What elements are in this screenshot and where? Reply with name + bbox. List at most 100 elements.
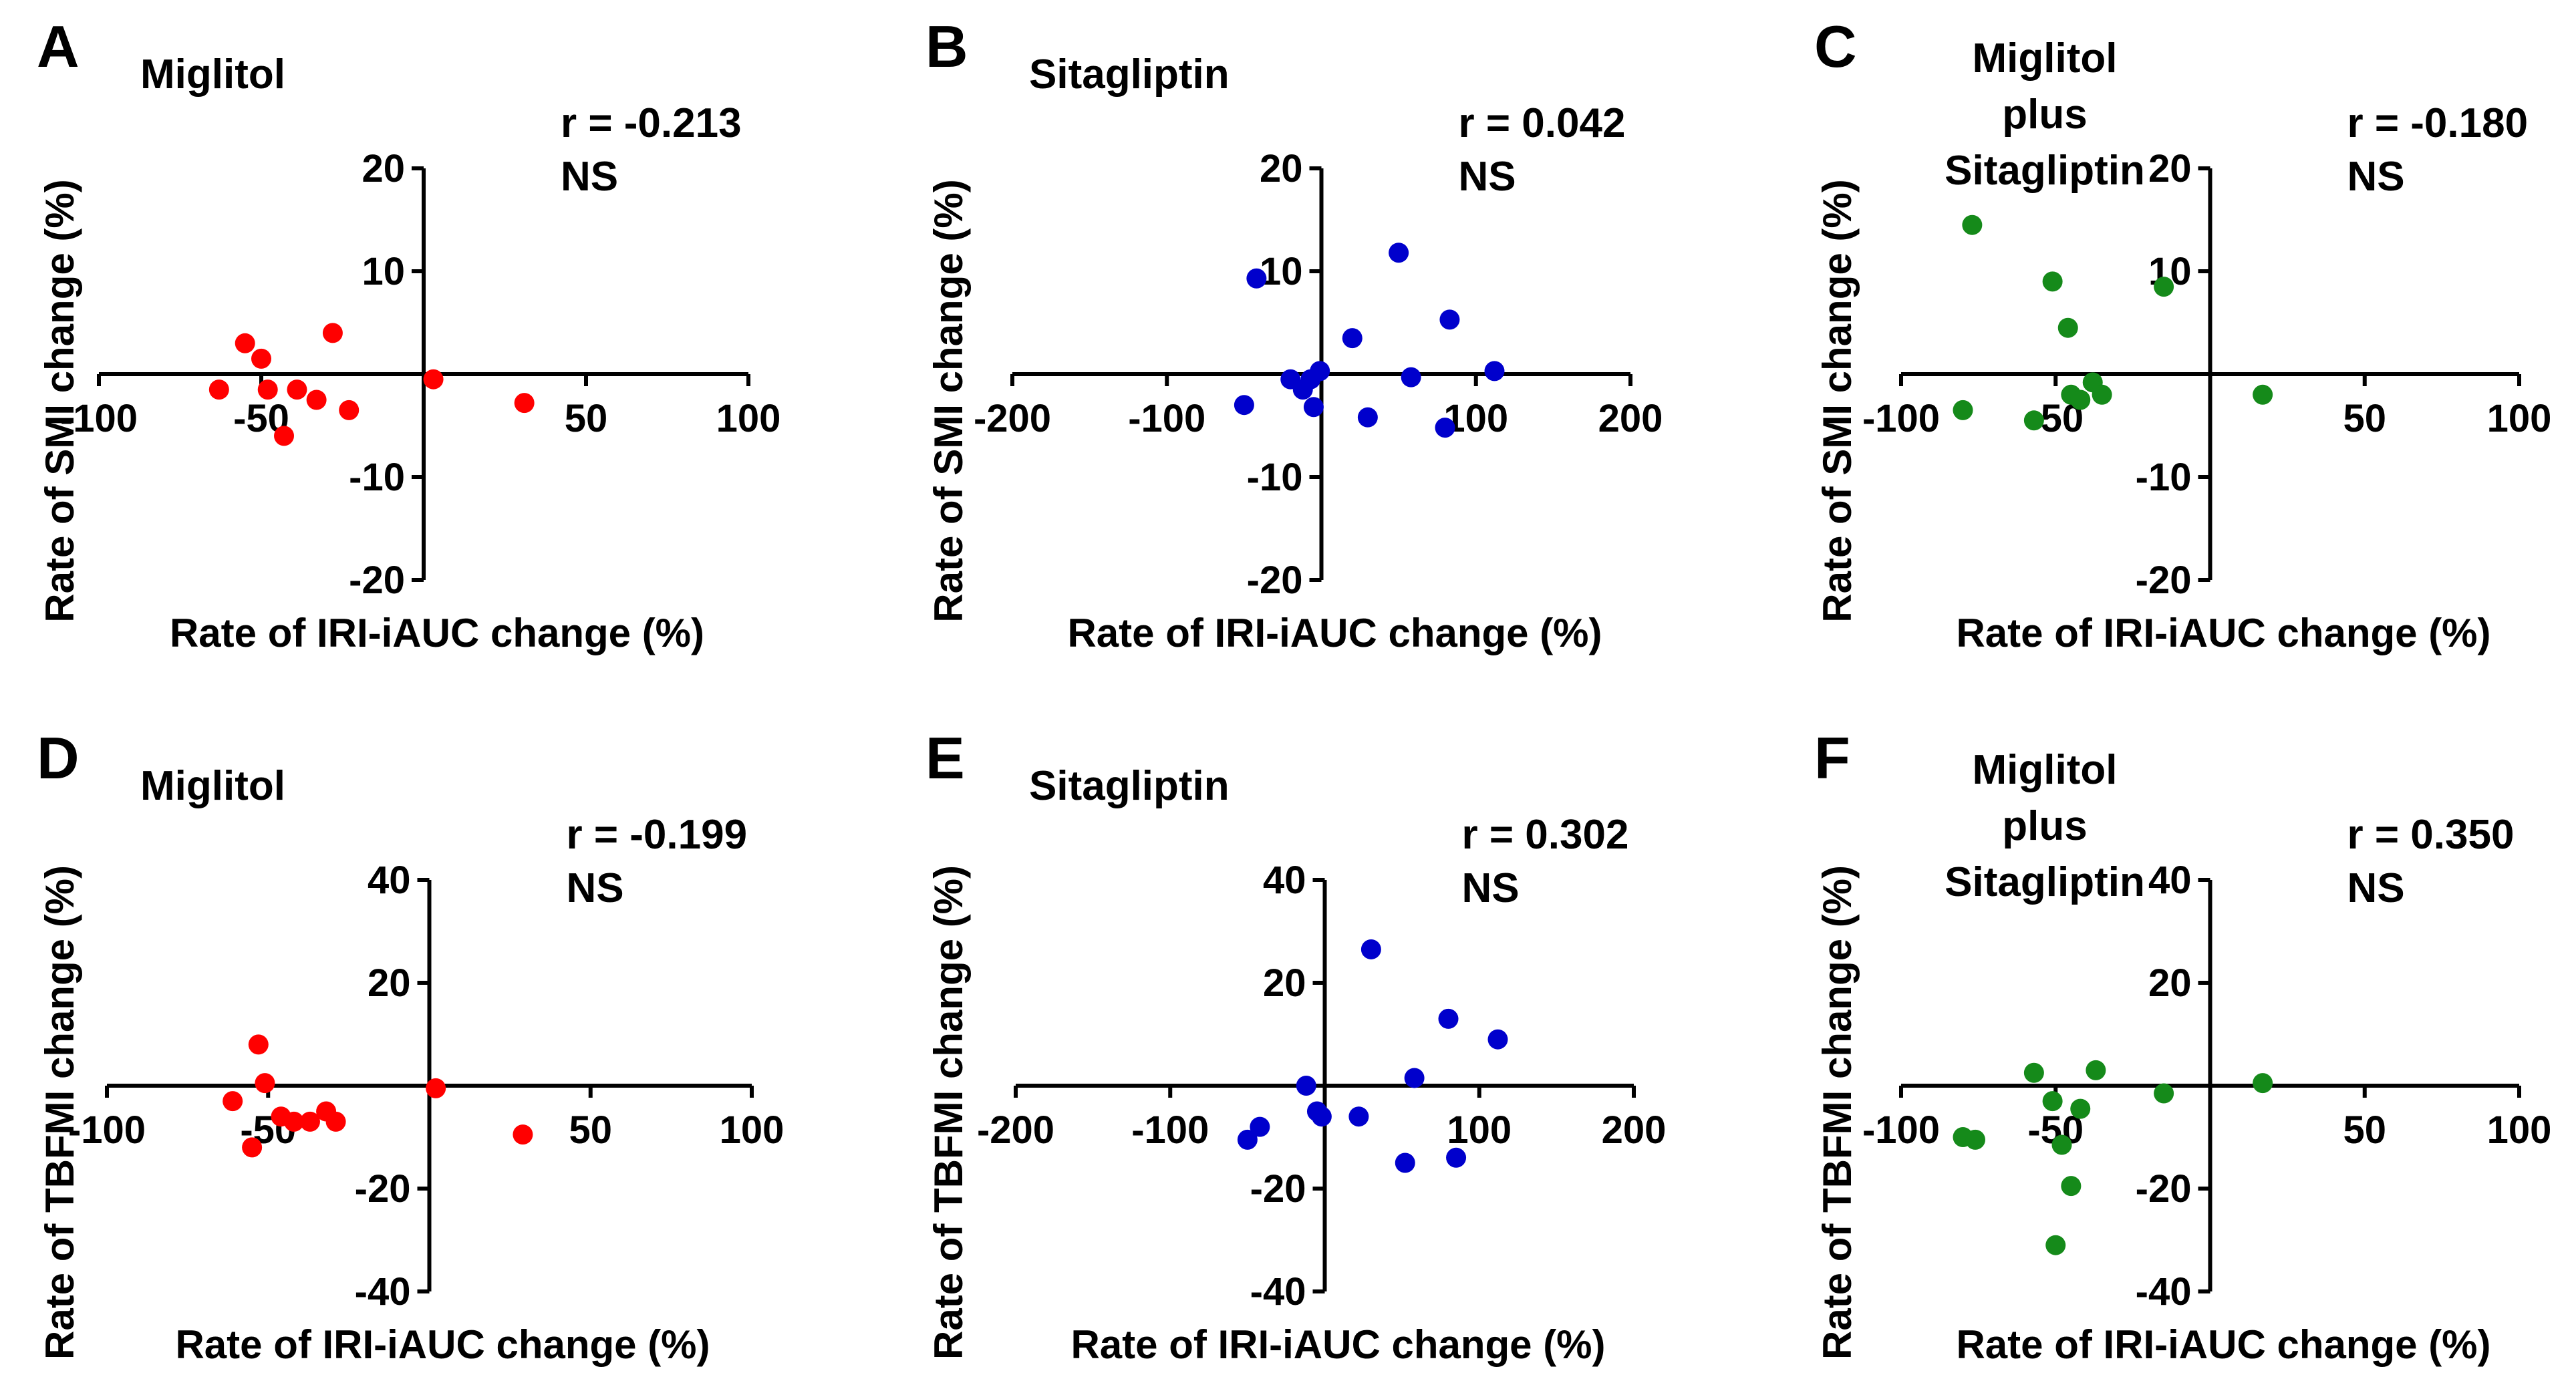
y-tick-label: 20 <box>368 961 411 1005</box>
x-tick-label: 50 <box>569 1108 612 1152</box>
drug-title-line: Miglitol <box>1973 747 2118 793</box>
x-tick-label: 100 <box>1443 397 1508 440</box>
data-point <box>2057 317 2078 338</box>
x-tick-label: 100 <box>720 1108 784 1152</box>
data-point <box>2253 1073 2273 1094</box>
data-point <box>426 1078 446 1098</box>
panel-letter: C <box>1814 13 1857 80</box>
data-point <box>1303 397 1324 418</box>
drug-title: Miglitol <box>140 763 285 809</box>
x-axis-label: Rate of IRI-iAUC change (%) <box>1067 611 1602 655</box>
y-tick-label: -20 <box>1250 1167 1306 1211</box>
y-axis-label: Rate of TBFMI change (%) <box>926 865 971 1360</box>
data-point <box>1237 1129 1258 1150</box>
drug-title-line: Sitagliptin <box>1945 859 2145 905</box>
x-axis-label: Rate of IRI-iAUC change (%) <box>1070 1322 1605 1367</box>
significance-label: NS <box>2347 154 2405 200</box>
data-point <box>2092 384 2112 405</box>
x-tick-label: -100 <box>60 397 138 440</box>
significance-label: NS <box>1459 154 1516 200</box>
y-tick-label: 20 <box>2148 147 2192 190</box>
data-point <box>1395 1152 1415 1173</box>
data-point <box>1246 268 1267 289</box>
y-axis-label: Rate of TBFMI change (%) <box>37 865 82 1360</box>
x-tick-label: 100 <box>1447 1108 1512 1152</box>
data-point <box>1361 939 1381 959</box>
y-tick-label: -20 <box>2136 1167 2192 1211</box>
panel-letter: D <box>37 725 80 791</box>
data-point <box>1435 418 1455 438</box>
data-point <box>257 379 278 400</box>
y-tick-label: 20 <box>1263 961 1306 1005</box>
drug-title-line: Sitagliptin <box>1945 148 2145 194</box>
y-tick-label: 10 <box>1260 250 1303 293</box>
data-point <box>223 1091 243 1112</box>
correlation-coefficient: r = -0.180 <box>2347 100 2529 146</box>
data-point <box>1404 1068 1425 1088</box>
data-point <box>2070 390 2091 410</box>
data-point <box>2042 1091 2063 1112</box>
data-point <box>283 1111 304 1132</box>
drug-title: Sitagliptin <box>1029 763 1230 809</box>
x-tick-label: 200 <box>1598 397 1663 440</box>
data-point <box>2154 1083 2174 1104</box>
x-tick-label: -100 <box>1128 397 1205 440</box>
data-point <box>2070 1098 2091 1119</box>
y-tick-label: -10 <box>1247 456 1303 499</box>
correlation-coefficient: r = -0.213 <box>561 100 742 146</box>
data-point <box>1357 407 1378 428</box>
x-tick-label: 50 <box>565 397 608 440</box>
panel-letter: E <box>925 725 965 791</box>
data-point <box>299 1111 320 1132</box>
x-axis-label: Rate of IRI-iAUC change (%) <box>175 1322 710 1367</box>
x-tick-label: 100 <box>2487 1108 2552 1152</box>
panel-c: C Miglitol plus Sitagliptin r = -0.180 NS -100… <box>1814 13 2551 655</box>
significance-label: NS <box>561 154 618 200</box>
x-tick-label: -100 <box>1862 397 1940 440</box>
data-point <box>1250 1116 1270 1137</box>
data-point <box>2023 1062 2044 1083</box>
panel-b: B Sitagliptin r = 0.042 NS -200 -100 100 200 -20… <box>925 13 1663 655</box>
data-point <box>1296 1076 1316 1096</box>
y-tick-label: 40 <box>2148 859 2192 902</box>
x-tick-label: 100 <box>2487 397 2552 440</box>
y-tick-label: 40 <box>1263 859 1306 902</box>
drug-title-line: Miglitol <box>1973 35 2118 82</box>
panel-letter: A <box>37 13 80 80</box>
x-tick-label: -100 <box>1131 1108 1209 1152</box>
data-point <box>322 323 343 343</box>
data-point <box>242 1137 263 1158</box>
x-tick-label: -100 <box>1862 1108 1940 1152</box>
x-tick-label: 50 <box>2343 397 2386 440</box>
data-point <box>251 348 271 369</box>
data-point <box>1310 361 1330 381</box>
data-point <box>1348 1106 1369 1127</box>
data-point <box>1487 1029 1508 1050</box>
data-point <box>1953 400 1973 420</box>
data-point <box>287 379 307 400</box>
y-tick-label: 20 <box>362 147 405 190</box>
data-point <box>2045 1235 2066 1255</box>
data-point <box>1311 1106 1332 1127</box>
data-point <box>1484 361 1505 381</box>
data-point <box>1389 243 1409 263</box>
x-tick-label: 200 <box>1602 1108 1667 1152</box>
y-tick-label: -40 <box>2136 1270 2192 1314</box>
data-point <box>2023 410 2044 431</box>
correlation-coefficient: r = 0.350 <box>2347 812 2515 858</box>
panel-letter: F <box>1814 725 1850 791</box>
data-point <box>1965 1129 1985 1150</box>
data-point <box>1234 395 1254 416</box>
y-tick-label: -20 <box>355 1167 411 1211</box>
data-point <box>248 1034 269 1055</box>
y-tick-label: 20 <box>1260 147 1303 190</box>
data-point <box>2061 1176 2082 1197</box>
y-axis-label: Rate of SMI change (%) <box>1815 179 1860 622</box>
drug-title: Miglitol <box>140 51 285 98</box>
correlation-coefficient: r = 0.042 <box>1459 100 1626 146</box>
data-point <box>2154 277 2174 297</box>
correlation-coefficient: r = -0.199 <box>567 812 748 858</box>
x-axis-label: Rate of IRI-iAUC change (%) <box>170 611 704 655</box>
panel-f: F Miglitol plus Sitagliptin r = 0.350 NS -100 -… <box>1814 725 2551 1367</box>
